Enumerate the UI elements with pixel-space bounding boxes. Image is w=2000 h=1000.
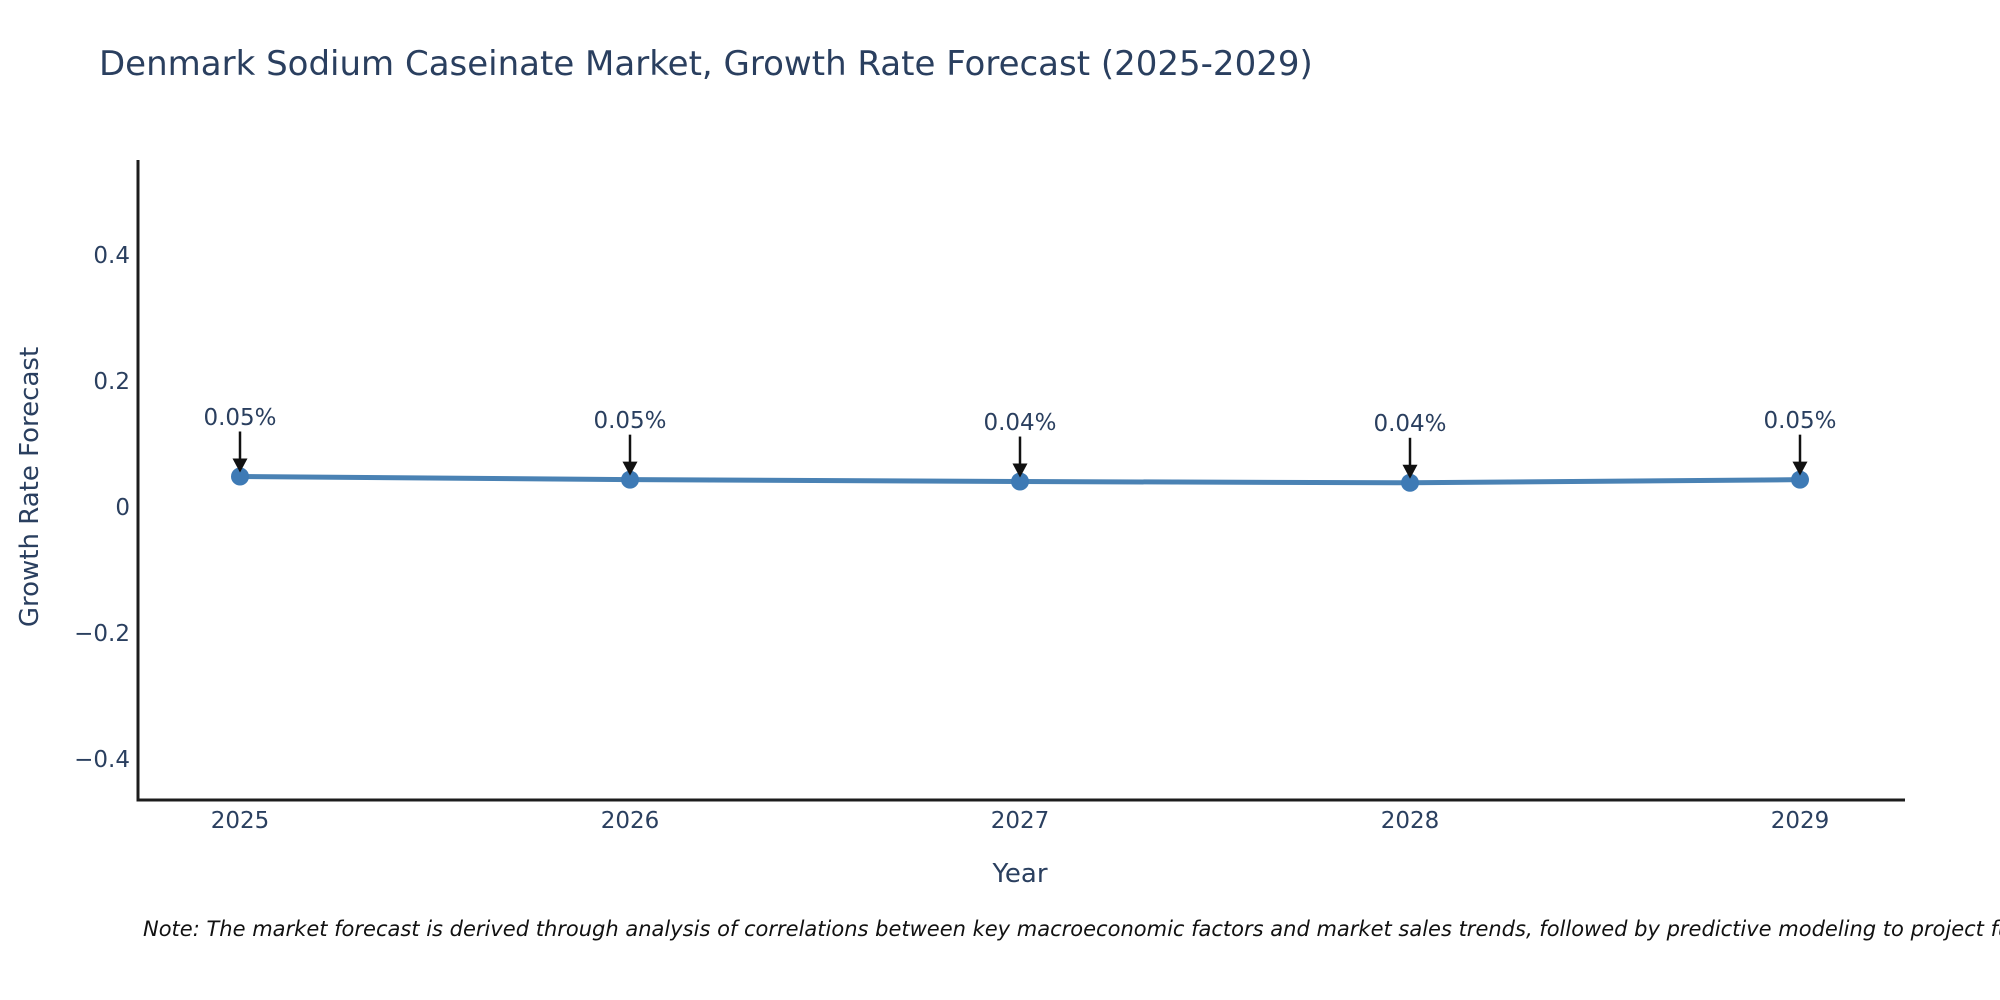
annotation-arrowhead-icon	[232, 458, 248, 473]
annotation-arrowhead-icon	[622, 461, 638, 476]
y-tick-label: 0.4	[93, 243, 130, 269]
data-point-marker[interactable]	[1011, 472, 1029, 491]
data-point-marker[interactable]	[1401, 473, 1419, 492]
x-axis-title: Year	[992, 859, 1048, 889]
annotation-label: 0.05%	[203, 404, 277, 431]
annotation-label: 0.04%	[1373, 410, 1447, 437]
x-tick-label: 2027	[990, 808, 1050, 834]
y-tick-label: −0.4	[74, 747, 130, 773]
annotation-label: 0.04%	[983, 409, 1057, 436]
y-tick-label: 0	[115, 495, 130, 521]
y-tick-label: 0.2	[93, 369, 130, 395]
data-point-marker[interactable]	[621, 470, 639, 489]
annotation-arrowhead-icon	[1012, 463, 1028, 478]
chart-title: Denmark Sodium Caseinate Market, Growth …	[99, 44, 1313, 84]
annotation-label: 0.05%	[1763, 407, 1837, 434]
footnote: Note: The market forecast is derived thr…	[143, 917, 2000, 941]
x-tick-label: 2025	[210, 808, 270, 834]
data-point-marker[interactable]	[1791, 470, 1809, 489]
x-tick-label: 2028	[1380, 808, 1440, 834]
x-tick-label: 2026	[600, 808, 660, 834]
data-point-marker[interactable]	[231, 467, 249, 486]
annotation-label: 0.05%	[593, 407, 667, 434]
annotation-arrowhead-icon	[1402, 464, 1418, 479]
x-tick-label: 2029	[1770, 808, 1830, 834]
y-tick-label: −0.2	[74, 621, 130, 647]
annotation-arrowhead-icon	[1792, 461, 1808, 476]
